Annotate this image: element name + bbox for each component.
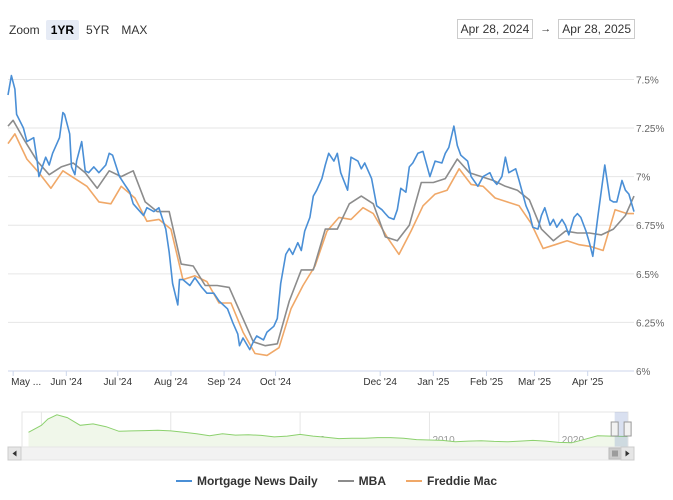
y-tick-label: 7% [636,173,651,184]
y-tick-label: 6.5% [636,270,659,281]
x-tick-label: Sep '24 [207,377,241,388]
x-tick-label: May ... [11,377,41,388]
scrollbar[interactable] [7,446,635,461]
legend-item-mortgage-news-daily[interactable]: Mortgage News Daily [175,474,318,488]
x-tick-label: Oct '24 [260,377,292,388]
y-axis: 6% 6.25% 6.5% 6.75% 7% 7.25% 7.5% [636,75,664,378]
x-tick-label: Feb '25 [470,377,503,388]
scrollbar-left-arrow-icon [12,450,17,457]
legend-label: MBA [358,474,386,488]
zoom-bar: Zoom 1YR 5YR MAX [9,20,154,40]
range-arrow-icon: → [540,23,552,35]
x-tick-label: Jun '24 [50,377,82,388]
x-axis: May ... Jun '24 Jul '24 Aug '24 Sep '24 Oct '… [11,371,604,388]
legend-swatch-icon [406,480,422,482]
y-tick-label: 6.75% [636,221,664,232]
navigator-area [28,414,628,447]
navigator-line [28,414,628,444]
scrollbar-track[interactable] [7,446,635,461]
navigator-handle-left[interactable] [610,421,619,437]
navigator-handle-right[interactable] [623,421,632,437]
series-line-mortgage-news-daily [7,74,635,351]
navigator[interactable]: 19801990200020102020 [21,411,632,448]
zoom-max-button[interactable]: MAX [121,23,148,37]
legend-label: Mortgage News Daily [196,474,318,488]
series-line-mba [7,119,635,347]
scrollbar-right-arrow-icon [625,450,630,457]
zoom-label: Zoom [9,23,40,37]
legend-swatch-icon [337,480,354,482]
zoom-5yr-button[interactable]: 5YR [86,23,110,37]
x-tick-label: Apr '25 [572,377,604,388]
x-tick-label: Dec '24 [363,377,397,388]
zoom-1yr-button[interactable]: 1YR [45,20,80,40]
y-tick-label: 7.5% [636,75,659,86]
x-tick-label: Aug '24 [154,377,188,388]
range-to-input[interactable]: Apr 28, 2025 [558,19,635,39]
legend-swatch-icon [175,480,192,482]
navigator-selection[interactable] [614,412,628,447]
y-tick-label: 6.25% [636,318,664,329]
range-from-input[interactable]: Apr 28, 2024 [456,19,534,39]
legend: Mortgage News Daily MBA Freddie Mac [0,474,673,488]
date-range: Apr 28, 2024 → Apr 28, 2025 [456,19,635,39]
x-tick-label: Jan '25 [417,377,449,388]
y-tick-label: 7.25% [636,124,664,135]
legend-item-freddie-mac[interactable]: Freddie Mac [406,474,497,488]
navigator-tick-label: 2020 [562,435,585,446]
series-lines [7,74,635,357]
chart: 6% 6.25% 6.5% 6.75% 7% 7.25% 7.5% May ... Jun '… [7,74,664,461]
legend-label: Freddie Mac [427,474,498,488]
legend-item-mba[interactable]: MBA [337,474,386,488]
scrollbar-grip-icon [612,450,618,457]
y-tick-label: 6% [636,367,651,378]
x-tick-label: Jul '24 [103,377,132,388]
x-tick-label: Mar '25 [518,377,551,388]
